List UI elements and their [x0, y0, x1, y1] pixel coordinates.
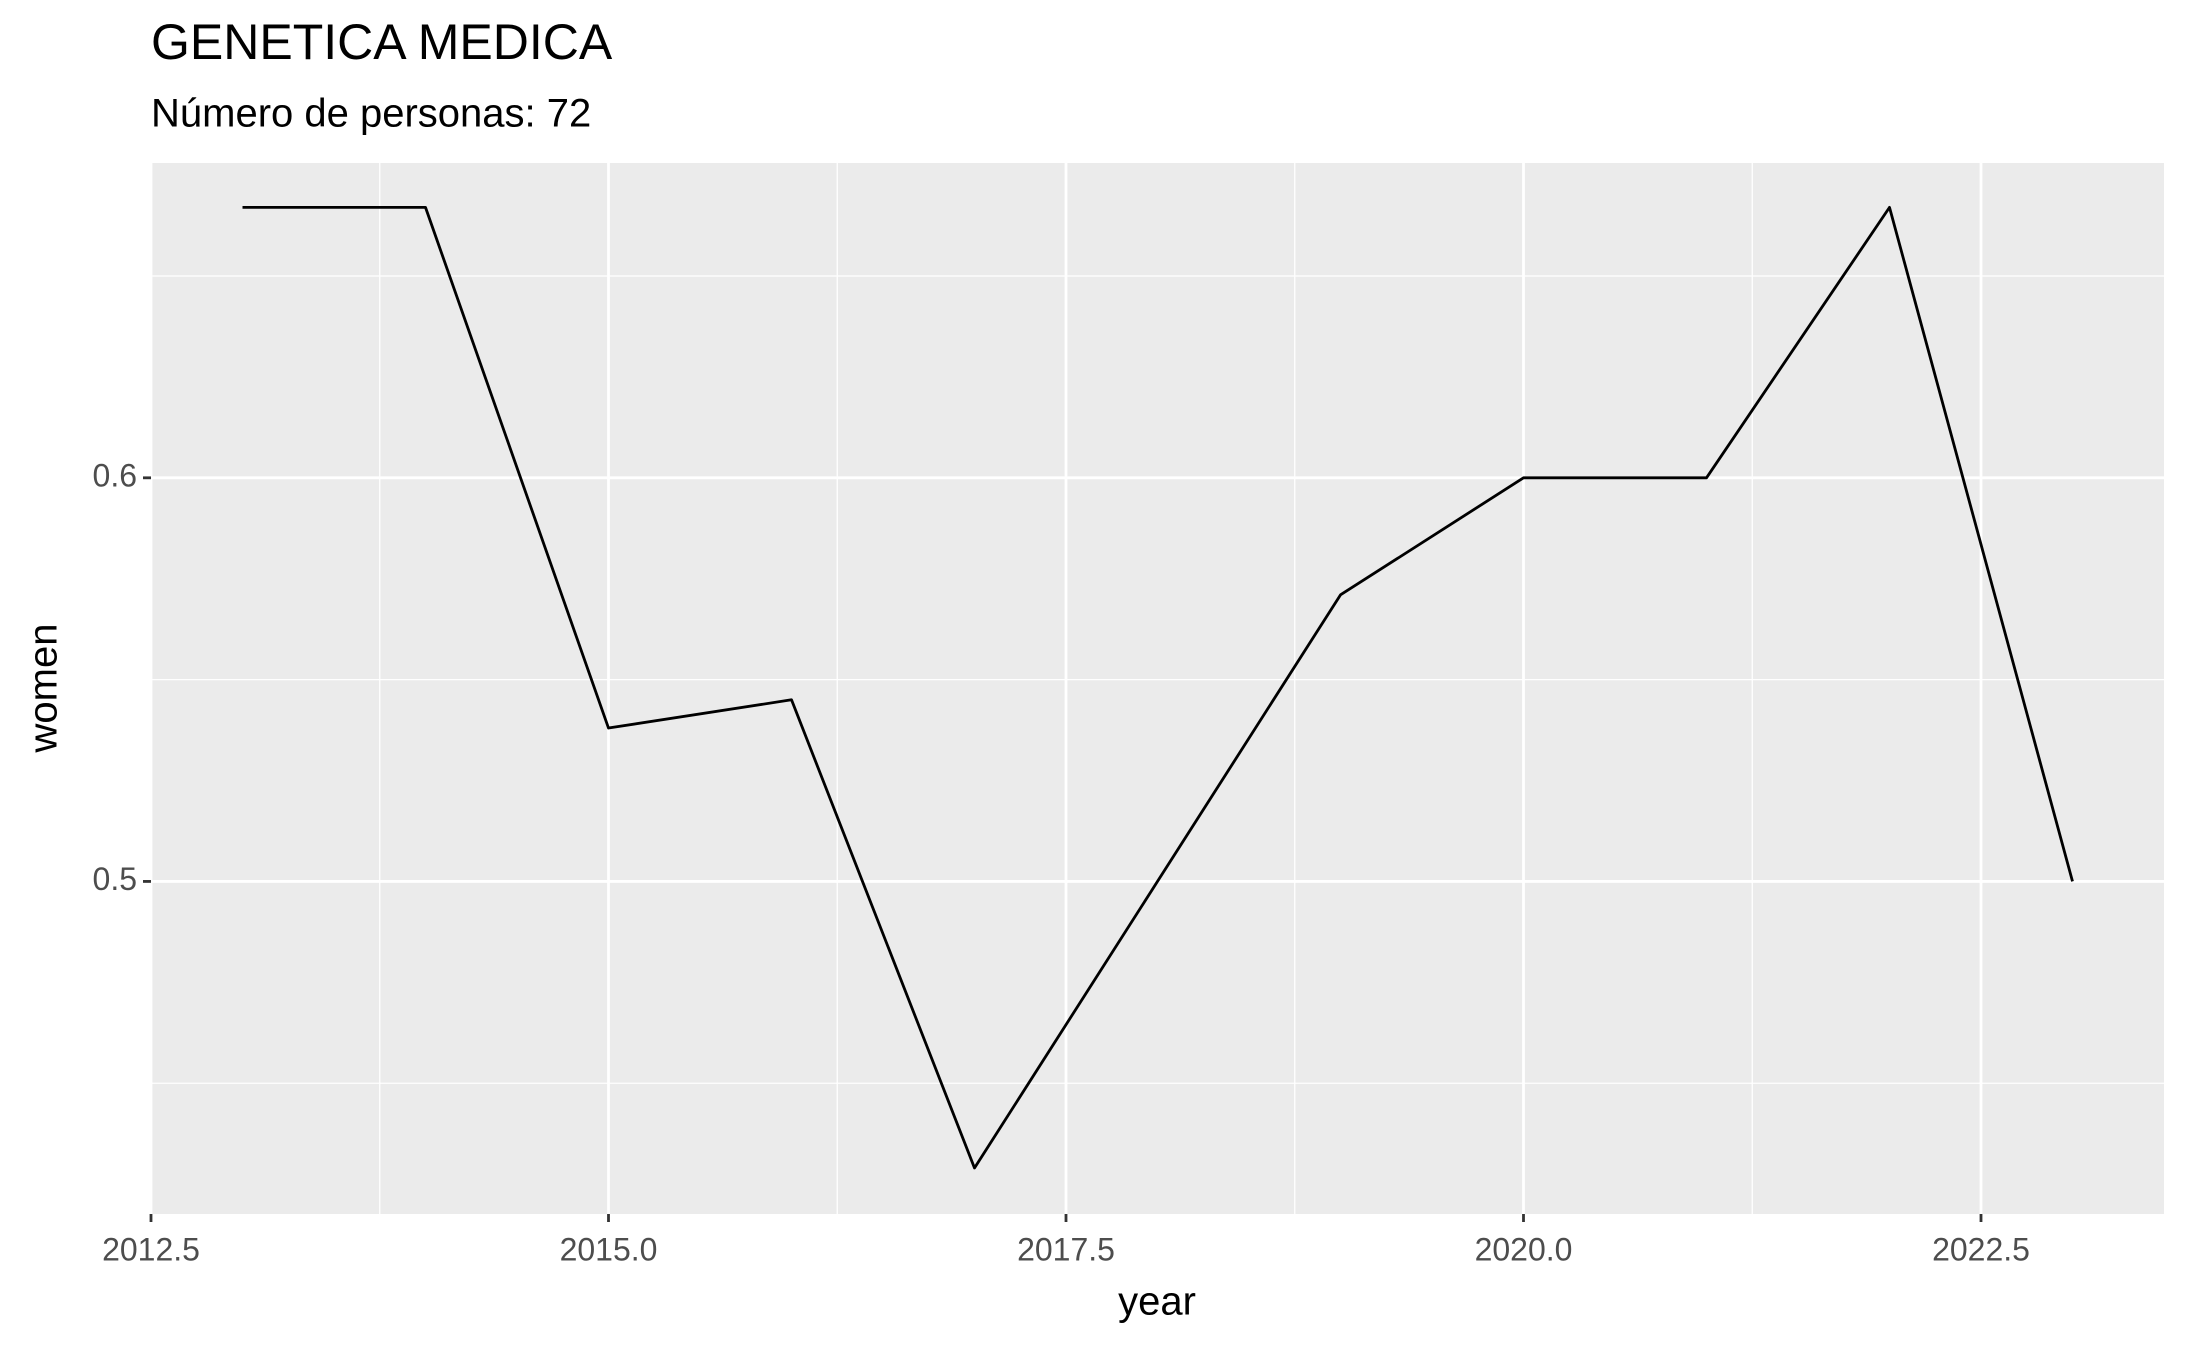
x-tick-label: 2022.5	[1932, 1231, 2030, 1267]
x-tick-label: 2017.5	[1017, 1231, 1115, 1267]
plot-panel	[151, 163, 2164, 1214]
x-tick-label: 2015.0	[560, 1231, 658, 1267]
data-line	[242, 205, 2074, 1170]
x-axis-title: year	[1118, 1280, 1196, 1324]
x-tick-label: 2012.5	[102, 1231, 200, 1267]
chart-subtitle: Número de personas: 72	[151, 92, 591, 136]
y-tick-label: 0.6	[93, 457, 137, 493]
y-axis-title: women	[22, 624, 66, 754]
chart-title: GENETICA MEDICA	[151, 14, 613, 70]
x-tick-label: 2020.0	[1475, 1231, 1573, 1267]
y-tick-label: 0.5	[93, 861, 137, 897]
